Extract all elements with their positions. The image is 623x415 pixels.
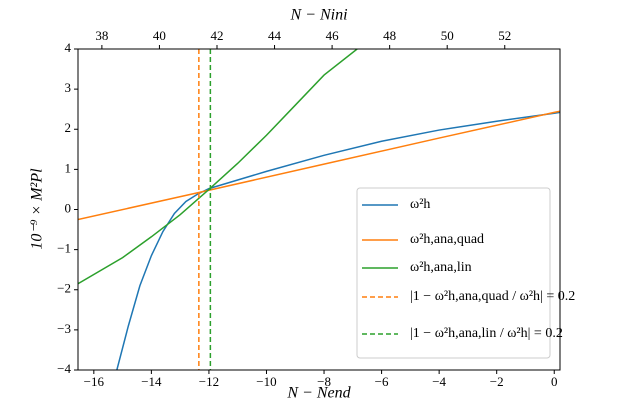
y-tick-label: 1 <box>65 160 72 175</box>
x2-tick-label: 48 <box>383 28 396 43</box>
y-tick-label: 2 <box>65 120 72 135</box>
y-tick-label: 0 <box>65 200 72 215</box>
x-tick-label: −6 <box>375 374 389 389</box>
x-tick-label: 0 <box>551 374 558 389</box>
x-tick-label: −2 <box>490 374 504 389</box>
x-tick-label: −10 <box>256 374 276 389</box>
y-tick-label: −3 <box>57 321 71 336</box>
x-tick-label: −12 <box>199 374 219 389</box>
x-axis-title: N − Nend <box>286 385 351 402</box>
legend-label: ω²h,ana,quad <box>410 232 484 247</box>
x2-tick-label: 44 <box>268 28 282 43</box>
legend-label: |1 − ω²h,ana,lin / ω²h| = 0.2 <box>410 326 563 341</box>
legend: ω²h ω²h,ana,quad ω²h,ana,lin |1 − ω²h,ana,q… <box>356 187 575 359</box>
legend-box <box>356 187 551 359</box>
y-tick-label: 4 <box>65 40 72 55</box>
x2-tick-label: 42 <box>210 28 223 43</box>
plot-area <box>78 49 560 370</box>
plot-frame <box>77 48 561 371</box>
legend-label: |1 − ω²h,ana,quad / ω²h| = 0.2 <box>410 289 575 304</box>
legend-label: ω²h,ana,lin <box>410 260 472 275</box>
series-line <box>78 49 358 285</box>
series-line <box>78 110 560 221</box>
y-tick-label: 3 <box>65 80 72 95</box>
x2-tick-label: 40 <box>153 28 166 43</box>
x-tick-label: −4 <box>432 374 446 389</box>
x-tick-label: −16 <box>84 374 105 389</box>
x-tick-label: −14 <box>141 374 162 389</box>
y-tick-label: −4 <box>57 361 71 376</box>
x2-tick-label: 46 <box>326 28 340 43</box>
y-tick-label: −2 <box>57 281 71 296</box>
x2-tick-label: 50 <box>441 28 454 43</box>
y-tick-label: −1 <box>57 241 71 256</box>
x2-tick-label: 38 <box>95 28 108 43</box>
y-axis-title: 10⁻⁹ × M²Pl <box>29 168 46 250</box>
legend-label: ω²h <box>410 197 430 212</box>
x-tick-label: −8 <box>317 374 331 389</box>
x2-axis-title: N − Nini <box>289 7 347 24</box>
x2-tick-label: 52 <box>498 28 511 43</box>
